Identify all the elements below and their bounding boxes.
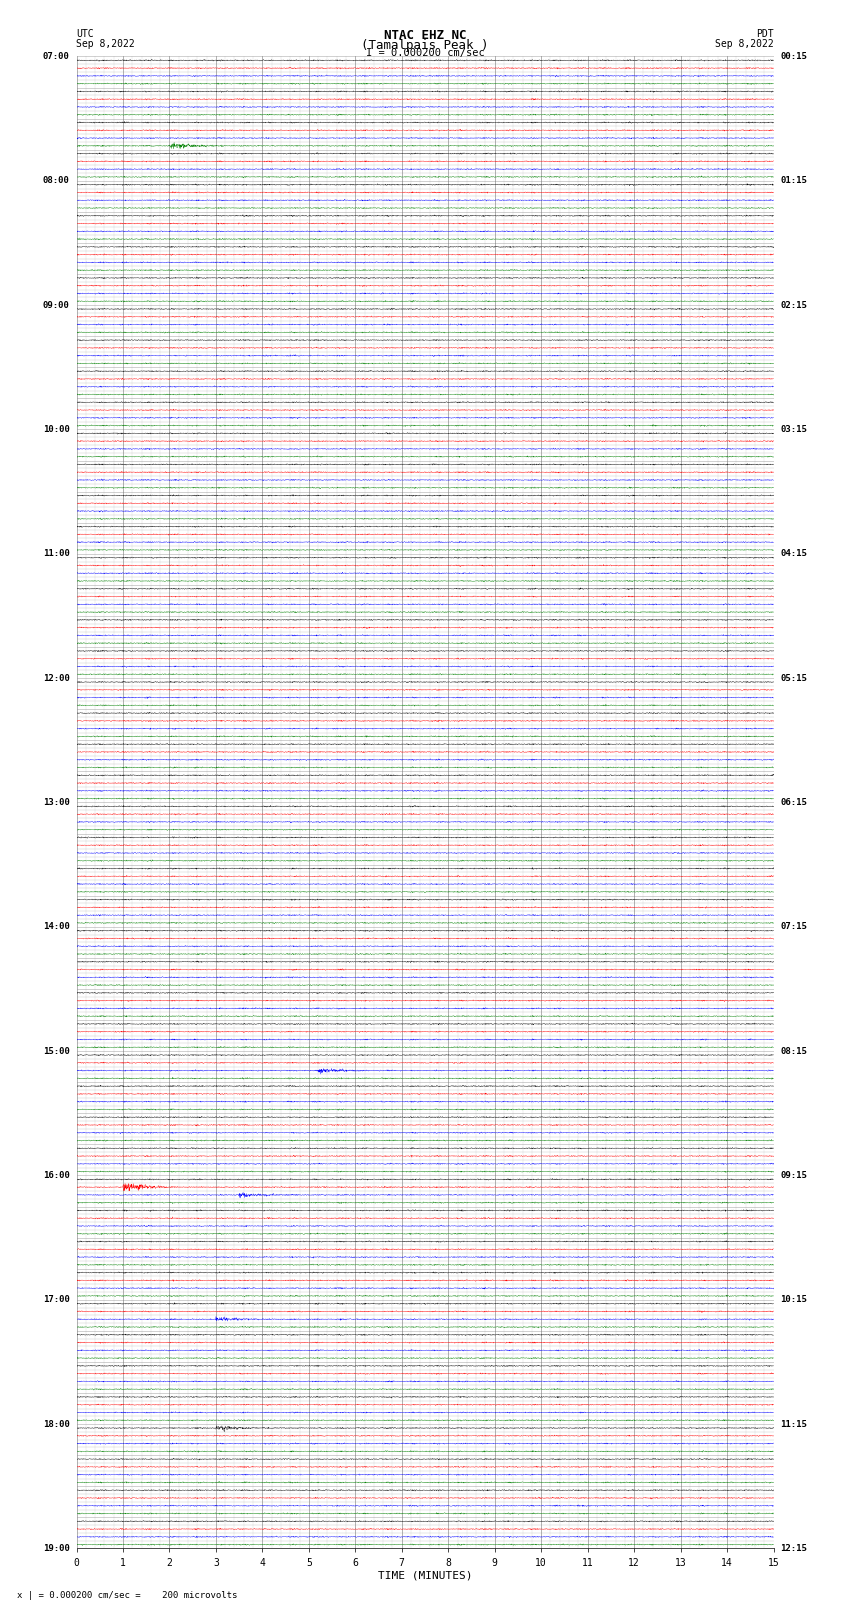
Text: Sep 8,2022: Sep 8,2022 [76,39,135,48]
Text: 12:15: 12:15 [780,1544,808,1553]
Text: 03:15: 03:15 [780,424,808,434]
X-axis label: TIME (MINUTES): TIME (MINUTES) [377,1571,473,1581]
Text: Sep 8,2022: Sep 8,2022 [715,39,774,48]
Text: 06:15: 06:15 [780,798,808,806]
Text: x | = 0.000200 cm/sec =    200 microvolts: x | = 0.000200 cm/sec = 200 microvolts [17,1590,237,1600]
Text: 17:00: 17:00 [42,1295,70,1305]
Text: 09:15: 09:15 [780,1171,808,1181]
Text: 07:00: 07:00 [42,52,70,61]
Text: UTC: UTC [76,29,94,39]
Text: 14:00: 14:00 [42,923,70,931]
Text: 04:15: 04:15 [780,550,808,558]
Text: 11:00: 11:00 [42,550,70,558]
Text: 09:00: 09:00 [42,300,70,310]
Text: 10:00: 10:00 [42,424,70,434]
Text: 07:15: 07:15 [780,923,808,931]
Text: I = 0.000200 cm/sec: I = 0.000200 cm/sec [366,48,484,58]
Text: 15:00: 15:00 [42,1047,70,1055]
Text: (Tamalpais Peak ): (Tamalpais Peak ) [361,39,489,52]
Text: 19:00: 19:00 [42,1544,70,1553]
Text: 18:00: 18:00 [42,1419,70,1429]
Text: 16:00: 16:00 [42,1171,70,1181]
Text: 05:15: 05:15 [780,674,808,682]
Text: 13:00: 13:00 [42,798,70,806]
Text: 08:00: 08:00 [42,176,70,185]
Text: 08:15: 08:15 [780,1047,808,1055]
Text: 11:15: 11:15 [780,1419,808,1429]
Text: NTAC EHZ NC: NTAC EHZ NC [383,29,467,42]
Text: 10:15: 10:15 [780,1295,808,1305]
Text: 12:00: 12:00 [42,674,70,682]
Text: 00:15: 00:15 [780,52,808,61]
Text: PDT: PDT [756,29,774,39]
Text: 02:15: 02:15 [780,300,808,310]
Text: 01:15: 01:15 [780,176,808,185]
